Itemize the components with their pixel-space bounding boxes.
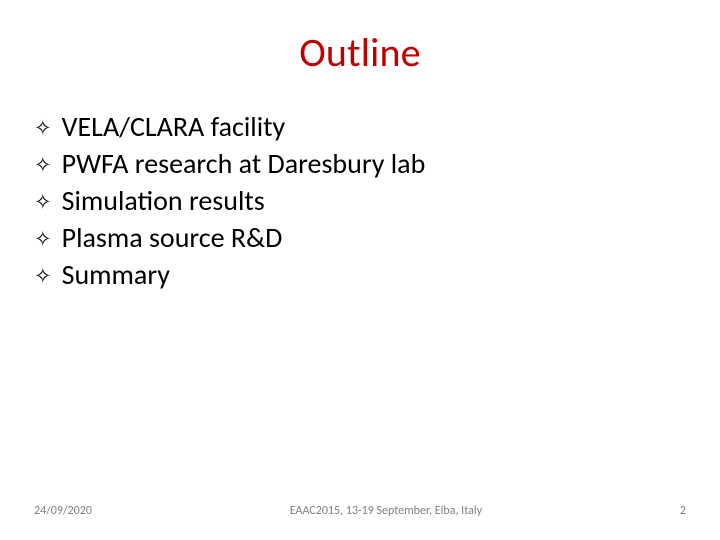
outline-item-label: Plasma source R&D — [62, 220, 283, 257]
outline-item: ✧ Simulation results — [34, 183, 686, 220]
outline-list: ✧ VELA/CLARA facility ✧ PWFA research at Da… — [34, 109, 686, 294]
outline-item-label: Summary — [62, 257, 170, 294]
slide: Outline ✧ VELA/CLARA facility ✧ PWFA resear… — [0, 0, 720, 540]
diamond-bullet-icon: ✧ — [34, 192, 52, 213]
footer-date: 24/09/2020 — [34, 504, 92, 518]
diamond-bullet-icon: ✧ — [34, 266, 52, 287]
outline-item-label: PWFA research at Daresbury lab — [62, 146, 426, 183]
outline-item: ✧ VELA/CLARA facility — [34, 109, 686, 146]
footer-page-number: 2 — [680, 504, 686, 518]
outline-item-label: Simulation results — [62, 183, 265, 220]
outline-item-label: VELA/CLARA facility — [62, 109, 286, 146]
diamond-bullet-icon: ✧ — [34, 118, 52, 139]
outline-item: ✧ Summary — [34, 257, 686, 294]
diamond-bullet-icon: ✧ — [34, 229, 52, 250]
outline-item: ✧ PWFA research at Daresbury lab — [34, 146, 686, 183]
diamond-bullet-icon: ✧ — [34, 155, 52, 176]
footer: 24/09/2020 EAAC2015, 13-19 September, El… — [0, 504, 720, 518]
footer-center: EAAC2015, 13-19 September, Elba, Italy — [92, 504, 680, 518]
slide-title: Outline — [34, 28, 686, 77]
outline-item: ✧ Plasma source R&D — [34, 220, 686, 257]
